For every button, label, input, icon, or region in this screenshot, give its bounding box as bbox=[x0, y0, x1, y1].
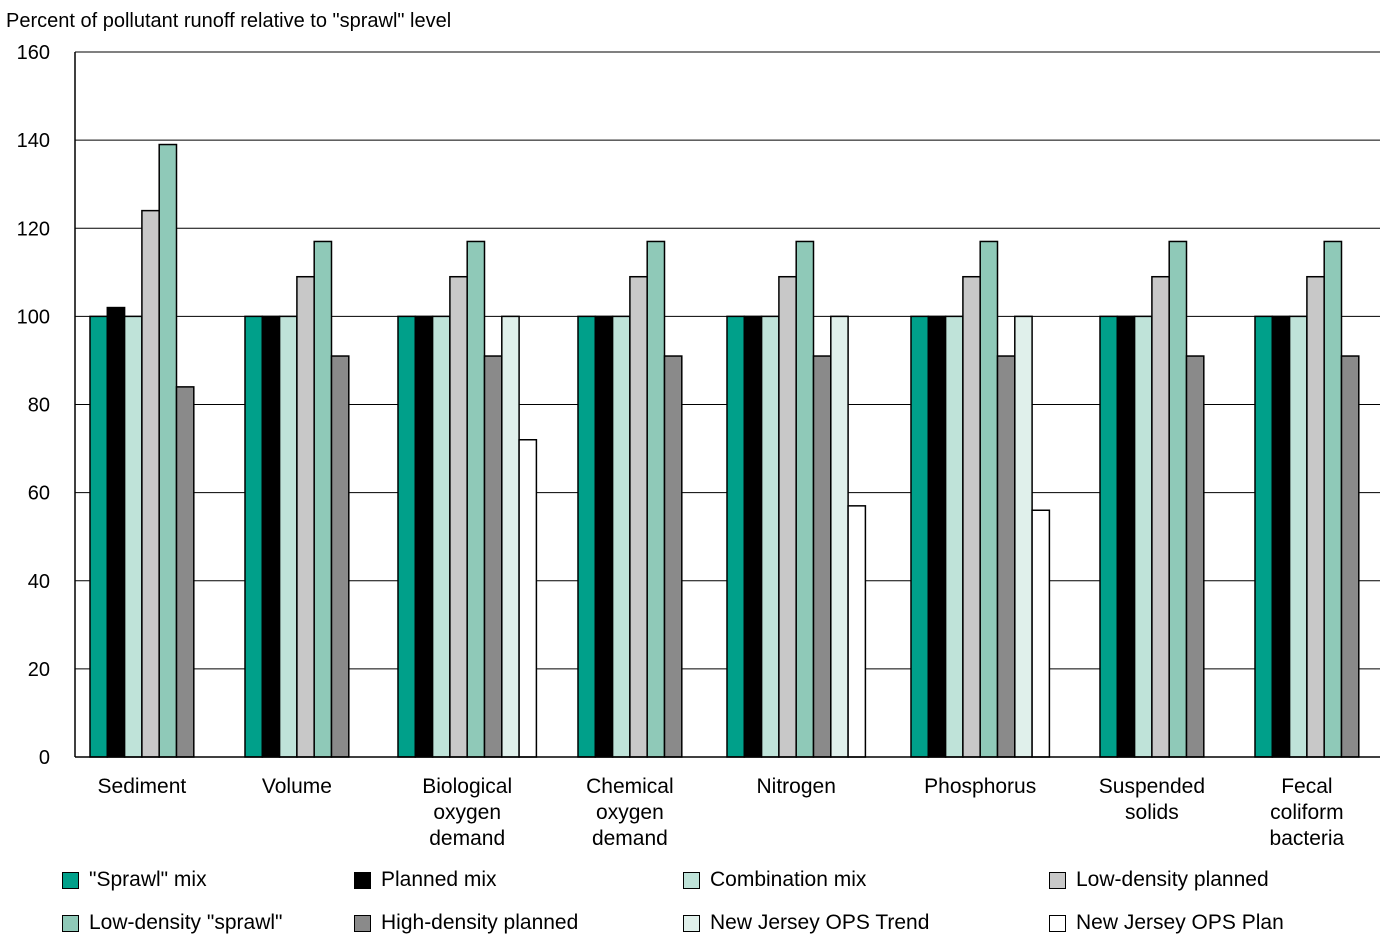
y-tick-label: 60 bbox=[28, 483, 50, 505]
x-tick-label: Phosphorus bbox=[924, 775, 1036, 798]
bar bbox=[944, 315, 964, 758]
bar bbox=[830, 315, 849, 758]
x-tick-label: Nitrogen bbox=[757, 775, 836, 798]
bar bbox=[449, 275, 468, 758]
bar bbox=[501, 315, 520, 758]
y-tick-label: 20 bbox=[28, 659, 50, 681]
bar bbox=[296, 275, 315, 758]
bar bbox=[1031, 509, 1051, 758]
bar bbox=[141, 209, 160, 758]
bar bbox=[466, 240, 486, 758]
bar bbox=[175, 386, 195, 758]
y-tick-label: 120 bbox=[17, 218, 50, 240]
y-tick-label: 100 bbox=[17, 306, 50, 328]
y-tick-label: 40 bbox=[28, 571, 50, 593]
y-axis-title: Percent of pollutant runoff relative to … bbox=[6, 10, 452, 32]
bar bbox=[1323, 240, 1343, 758]
bar bbox=[577, 315, 597, 758]
bar bbox=[910, 315, 930, 758]
bar bbox=[1151, 275, 1170, 758]
bar bbox=[996, 355, 1016, 758]
bar bbox=[743, 315, 763, 758]
y-tick-label: 80 bbox=[28, 395, 50, 417]
bar bbox=[89, 315, 109, 758]
bar bbox=[927, 315, 947, 758]
bar bbox=[483, 355, 503, 758]
x-tick-label: Chemical oxygen demand bbox=[586, 775, 674, 850]
bar bbox=[611, 315, 631, 758]
bar bbox=[397, 315, 417, 758]
bar bbox=[313, 240, 333, 758]
bar bbox=[278, 315, 298, 758]
bar bbox=[1116, 315, 1136, 758]
bar bbox=[979, 240, 999, 758]
bar bbox=[646, 240, 666, 758]
bar bbox=[795, 240, 815, 758]
bar bbox=[778, 275, 797, 758]
bar bbox=[1288, 315, 1308, 758]
bar bbox=[1306, 275, 1325, 758]
x-tick-label: Volume bbox=[262, 775, 332, 798]
bar bbox=[106, 306, 126, 758]
bar bbox=[261, 315, 281, 758]
x-tick-label: Suspended solids bbox=[1099, 775, 1205, 824]
x-tick-label: Fecal coliform bacteria bbox=[1270, 775, 1345, 850]
x-tick-label: Sediment bbox=[98, 775, 187, 798]
bar bbox=[1133, 315, 1153, 758]
bar bbox=[760, 315, 780, 758]
bar bbox=[962, 275, 981, 758]
bar bbox=[1271, 315, 1291, 758]
bar bbox=[414, 315, 434, 758]
bar bbox=[158, 143, 178, 758]
y-tick-label: 140 bbox=[17, 130, 50, 152]
bar bbox=[1099, 315, 1119, 758]
bar bbox=[431, 315, 451, 758]
bar bbox=[1185, 355, 1205, 758]
bar bbox=[244, 315, 264, 758]
bar bbox=[1168, 240, 1188, 758]
x-tick-label: Biological oxygen demand bbox=[422, 775, 512, 850]
bar bbox=[518, 439, 538, 758]
bar bbox=[330, 355, 350, 758]
y-tick-label: 160 bbox=[17, 42, 50, 64]
bar bbox=[726, 315, 746, 758]
bar bbox=[847, 505, 867, 758]
bar bbox=[594, 315, 614, 758]
bar bbox=[812, 355, 832, 758]
bar bbox=[1014, 315, 1033, 758]
bar bbox=[123, 315, 143, 758]
bar bbox=[1254, 315, 1274, 758]
bar bbox=[663, 355, 683, 758]
bar bbox=[629, 275, 648, 758]
bar bbox=[1340, 355, 1360, 758]
y-tick-label: 0 bbox=[39, 747, 50, 769]
